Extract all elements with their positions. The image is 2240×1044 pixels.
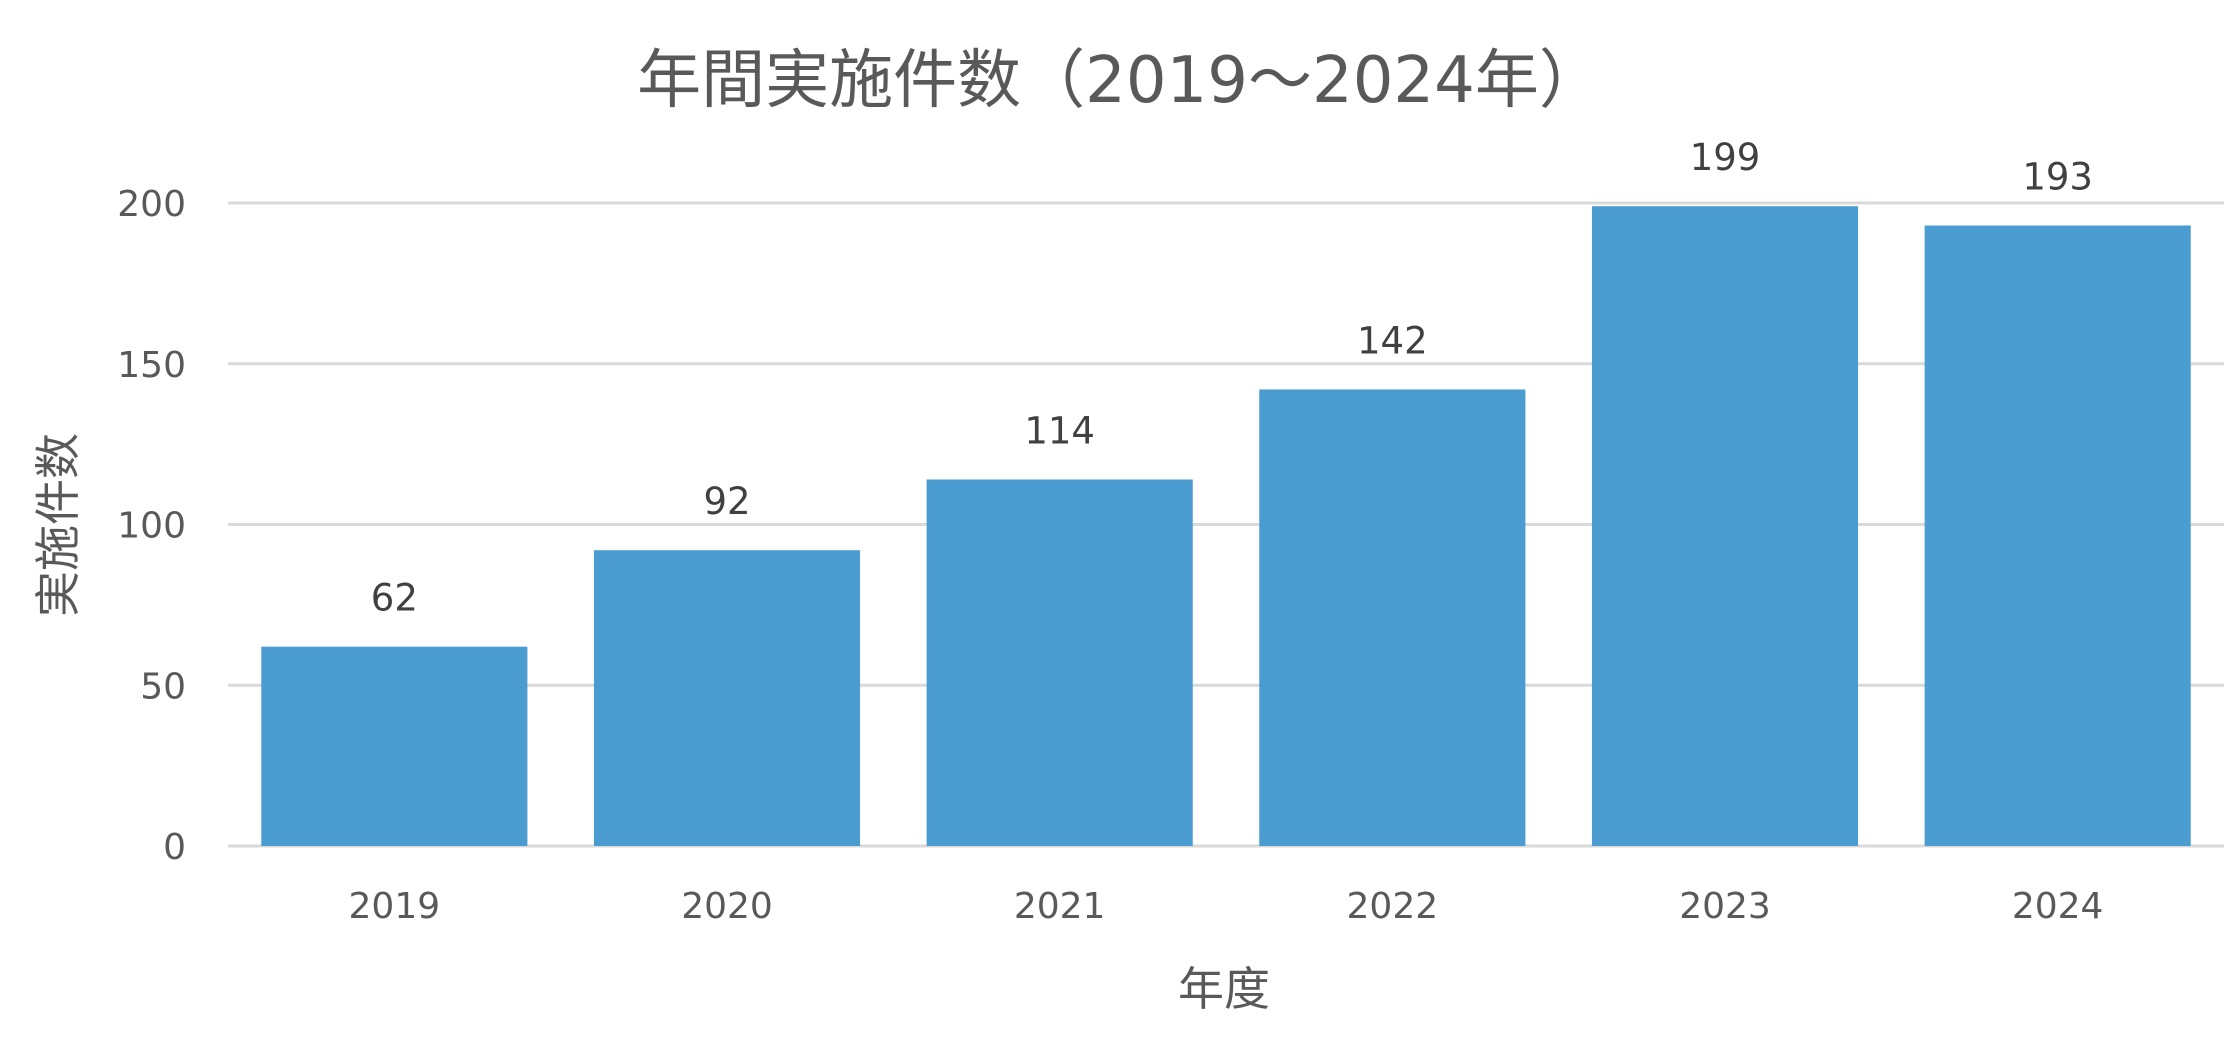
y-axis-ticks: 0 50 100 150 200 xyxy=(117,184,186,868)
x-tick-label: 2020 xyxy=(681,886,773,927)
x-tick-label: 2021 xyxy=(1014,886,1106,927)
bar xyxy=(1259,389,1526,846)
bar xyxy=(926,479,1193,846)
bar xyxy=(1591,206,1859,847)
y-tick-label: 150 xyxy=(117,345,186,386)
data-label: 92 xyxy=(703,480,750,523)
gridlines xyxy=(228,201,2224,848)
x-tick-label: 2024 xyxy=(2012,886,2104,927)
y-tick-label: 200 xyxy=(117,184,186,225)
x-axis-title: 年度 xyxy=(1178,962,1270,1016)
x-axis-ticks: 2019 2020 2021 2022 2023 2024 xyxy=(349,886,2104,927)
x-tick-label: 2019 xyxy=(349,886,441,927)
y-tick-label: 100 xyxy=(117,506,186,547)
y-axis-title: 実施件数 xyxy=(31,433,85,617)
x-tick-label: 2022 xyxy=(1347,886,1439,927)
data-labels: 62 92 114 142 199 193 xyxy=(371,136,2093,619)
bar xyxy=(1924,225,2191,846)
bar xyxy=(593,550,861,846)
data-label: 199 xyxy=(1690,136,1761,179)
data-label: 62 xyxy=(371,577,418,620)
y-tick-label: 0 xyxy=(163,827,186,868)
x-tick-label: 2023 xyxy=(1679,886,1771,927)
data-label: 114 xyxy=(1024,409,1095,452)
chart-title: 年間実施件数（2019〜2024年） xyxy=(637,44,1603,118)
y-tick-label: 50 xyxy=(140,666,186,707)
data-label: 193 xyxy=(2022,156,2093,199)
bars xyxy=(261,206,2191,847)
data-label: 142 xyxy=(1357,319,1428,362)
bar xyxy=(261,646,528,846)
